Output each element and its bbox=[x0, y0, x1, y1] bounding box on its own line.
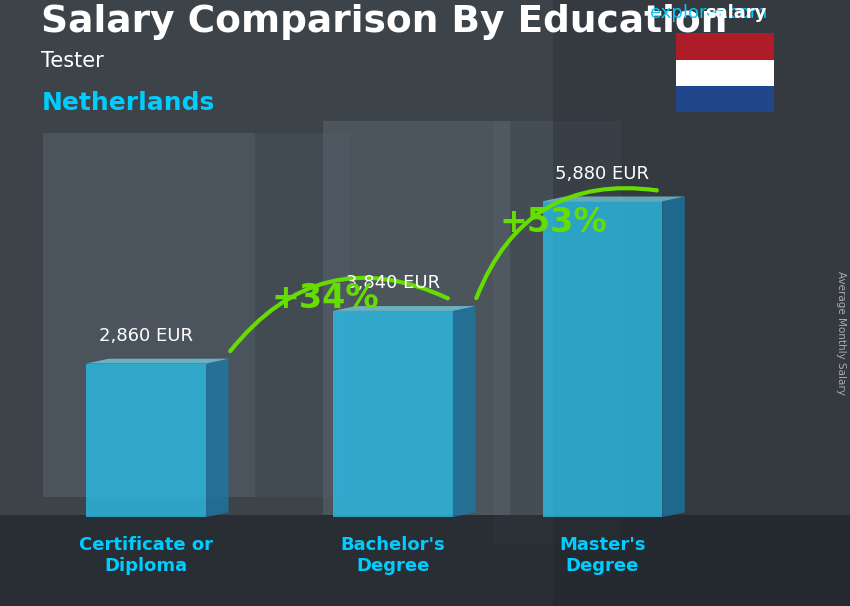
Polygon shape bbox=[87, 359, 229, 364]
Bar bbox=[0, 515, 850, 606]
Text: salary: salary bbox=[705, 4, 767, 22]
Polygon shape bbox=[662, 196, 685, 517]
Bar bbox=[676, 59, 774, 86]
Bar bbox=[676, 33, 774, 59]
Bar bbox=[333, 311, 453, 517]
Text: explorer.com: explorer.com bbox=[649, 4, 767, 22]
Text: Netherlands: Netherlands bbox=[42, 92, 215, 115]
Text: Bachelor's
Degree: Bachelor's Degree bbox=[341, 536, 445, 574]
Polygon shape bbox=[453, 306, 475, 517]
Bar bbox=[676, 86, 774, 112]
Bar bbox=[323, 121, 510, 515]
Bar bbox=[42, 133, 255, 497]
Text: Master's
Degree: Master's Degree bbox=[559, 536, 646, 574]
Text: +34%: +34% bbox=[272, 282, 380, 315]
FancyArrowPatch shape bbox=[230, 278, 448, 351]
Text: Salary Comparison By Education: Salary Comparison By Education bbox=[42, 4, 728, 40]
Text: 5,880 EUR: 5,880 EUR bbox=[556, 165, 649, 182]
Text: Certificate or
Diploma: Certificate or Diploma bbox=[79, 536, 213, 574]
Text: Tester: Tester bbox=[42, 51, 105, 71]
Text: +53%: +53% bbox=[500, 205, 608, 239]
Bar bbox=[87, 364, 206, 517]
Polygon shape bbox=[206, 359, 229, 517]
Bar bbox=[238, 133, 348, 497]
Text: 3,840 EUR: 3,840 EUR bbox=[346, 274, 440, 292]
Bar bbox=[552, 0, 850, 606]
Bar bbox=[493, 121, 620, 545]
Polygon shape bbox=[333, 306, 475, 311]
Polygon shape bbox=[542, 196, 685, 201]
Text: Average Monthly Salary: Average Monthly Salary bbox=[836, 271, 846, 395]
Text: 2,860 EUR: 2,860 EUR bbox=[99, 327, 193, 345]
FancyArrowPatch shape bbox=[476, 188, 657, 298]
Bar bbox=[542, 201, 662, 517]
